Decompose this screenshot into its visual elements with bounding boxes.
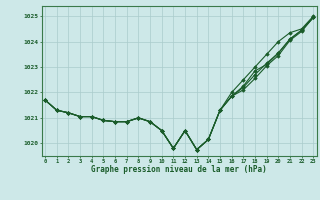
X-axis label: Graphe pression niveau de la mer (hPa): Graphe pression niveau de la mer (hPa) — [91, 165, 267, 174]
